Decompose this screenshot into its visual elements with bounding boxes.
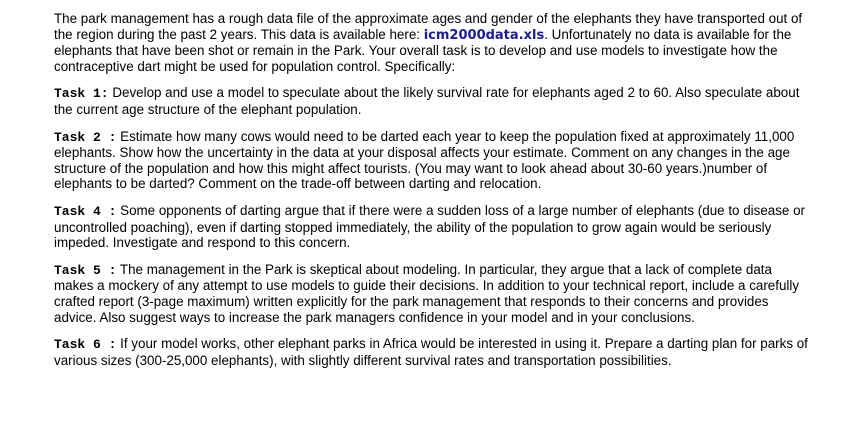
- data-file-link[interactable]: icm2000data.xls: [423, 27, 545, 43]
- task-1-label: Task 1:: [54, 86, 109, 102]
- task-2-label: Task 2 :: [54, 129, 117, 145]
- task-6-label: Task 6 :: [54, 337, 117, 353]
- task-2-text: Estimate how many cows would need to be …: [54, 128, 795, 192]
- task-4-label: Task 4 :: [54, 203, 117, 219]
- document-body: The park management has a rough data fil…: [54, 11, 814, 379]
- task-6-text: If your model works, other elephant park…: [54, 336, 808, 368]
- task-2-paragraph: Task 2 : Estimate how many cows would ne…: [54, 129, 814, 192]
- task-5-label: Task 5 :: [54, 262, 117, 278]
- task-5-paragraph: Task 5 : The management in the Park is s…: [54, 262, 814, 325]
- intro-text-before-link: The park management has a rough data fil…: [54, 11, 803, 42]
- task-4-text: Some opponents of darting argue that if …: [54, 202, 805, 251]
- task-4-paragraph: Task 4 : Some opponents of darting argue…: [54, 203, 814, 251]
- intro-text-after-link: . Unfortunately no data is available for…: [54, 26, 792, 74]
- intro-paragraph: The park management has a rough data fil…: [54, 11, 814, 74]
- task-5-text: The management in the Park is skeptical …: [54, 261, 800, 325]
- task-1-paragraph: Task 1: Develop and use a model to specu…: [54, 85, 814, 117]
- task-6-paragraph: Task 6 : If your model works, other elep…: [54, 336, 814, 368]
- task-1-text: Develop and use a model to speculate abo…: [54, 85, 800, 117]
